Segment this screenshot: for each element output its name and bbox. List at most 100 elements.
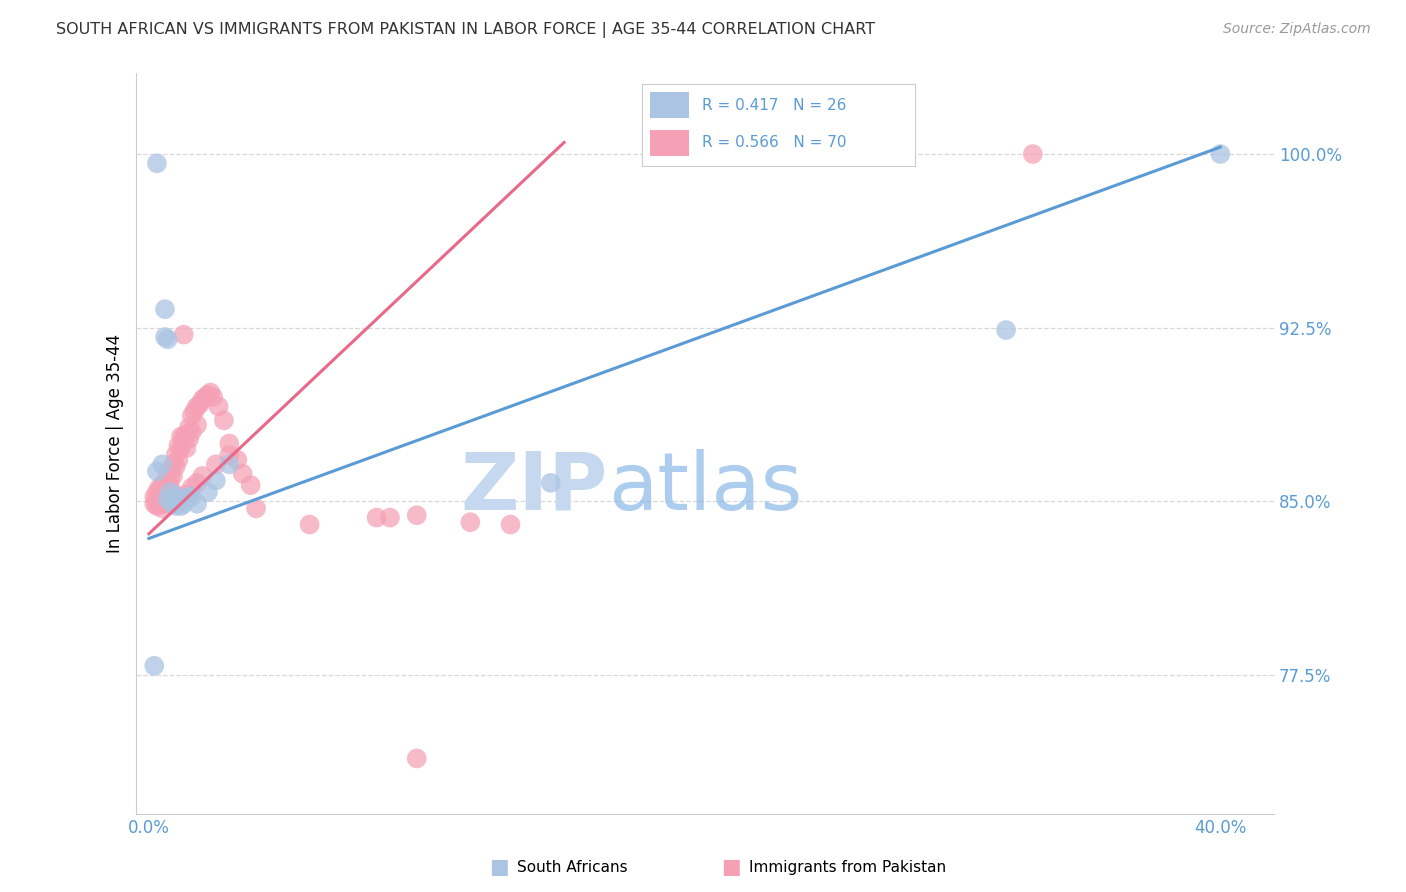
Point [143, 490, 166, 504]
Point [165, 448, 187, 462]
Point [212, 413, 235, 427]
Point [405, 508, 427, 523]
Point [165, 494, 187, 508]
Point [170, 441, 193, 455]
Text: South Africans: South Africans [517, 860, 628, 874]
Point [205, 474, 228, 488]
Point [177, 420, 200, 434]
Point [197, 485, 219, 500]
Text: ■: ■ [721, 857, 741, 877]
Point [188, 397, 211, 411]
Point [176, 441, 198, 455]
Text: ZIP: ZIP [461, 449, 607, 527]
Point [146, 485, 169, 500]
Text: ■: ■ [489, 857, 509, 877]
Point [218, 436, 240, 450]
Point [183, 404, 205, 418]
Point [165, 490, 187, 504]
Point [159, 485, 181, 500]
Point [173, 429, 195, 443]
Point [232, 467, 254, 481]
Point [186, 497, 208, 511]
Point [173, 491, 195, 506]
Point [159, 462, 181, 476]
Point [460, 515, 482, 529]
Point [540, 475, 562, 490]
Point [173, 327, 195, 342]
Point [146, 156, 169, 170]
Point [153, 485, 176, 500]
Point [150, 487, 173, 501]
Point [150, 497, 173, 511]
Point [499, 517, 522, 532]
Point [146, 464, 169, 478]
Point [176, 427, 198, 442]
Text: Source: ZipAtlas.com: Source: ZipAtlas.com [1223, 22, 1371, 37]
Point [180, 409, 202, 423]
Text: Immigrants from Pakistan: Immigrants from Pakistan [749, 860, 946, 874]
Point [156, 478, 179, 492]
Point [146, 491, 169, 506]
Point [186, 400, 208, 414]
Point [995, 323, 1018, 337]
Point [150, 458, 173, 472]
Point [153, 497, 176, 511]
Point [405, 751, 427, 765]
Point [153, 475, 176, 490]
Point [143, 658, 166, 673]
Point [146, 497, 169, 511]
Point [186, 475, 208, 490]
Point [197, 388, 219, 402]
Point [218, 458, 240, 472]
Point [150, 501, 173, 516]
Point [162, 469, 184, 483]
Point [298, 517, 321, 532]
Point [177, 490, 200, 504]
Point [149, 497, 172, 511]
Point [162, 458, 184, 472]
Point [149, 490, 172, 504]
Point [159, 481, 181, 495]
Point [156, 467, 179, 481]
Point [159, 497, 181, 511]
Point [170, 429, 193, 443]
Point [165, 499, 187, 513]
Point [378, 510, 401, 524]
Point [153, 302, 176, 317]
Point [245, 501, 267, 516]
Point [194, 390, 217, 404]
Point [176, 487, 198, 501]
Text: atlas: atlas [607, 449, 803, 527]
Point [167, 494, 190, 508]
Point [143, 497, 166, 511]
Point [180, 425, 202, 439]
Point [173, 497, 195, 511]
Point [165, 459, 187, 474]
Point [226, 452, 249, 467]
Text: SOUTH AFRICAN VS IMMIGRANTS FROM PAKISTAN IN LABOR FORCE | AGE 35-44 CORRELATION: SOUTH AFRICAN VS IMMIGRANTS FROM PAKISTA… [56, 22, 876, 38]
Point [149, 481, 172, 495]
Point [180, 490, 202, 504]
Point [159, 471, 181, 485]
Point [366, 510, 388, 524]
Point [207, 400, 229, 414]
Point [156, 332, 179, 346]
Point [177, 432, 200, 446]
Point [200, 385, 222, 400]
Point [162, 497, 184, 511]
Point [167, 452, 190, 467]
Point [191, 392, 214, 407]
Point [170, 490, 193, 504]
Point [1022, 147, 1045, 161]
Point [167, 439, 190, 453]
Point [218, 448, 240, 462]
Point [205, 458, 228, 472]
Point [146, 499, 169, 513]
Point [153, 330, 176, 344]
Point [180, 481, 202, 495]
Point [170, 499, 193, 513]
Point [186, 417, 208, 432]
Point [150, 478, 173, 492]
Point [1209, 147, 1232, 161]
Point [162, 494, 184, 508]
